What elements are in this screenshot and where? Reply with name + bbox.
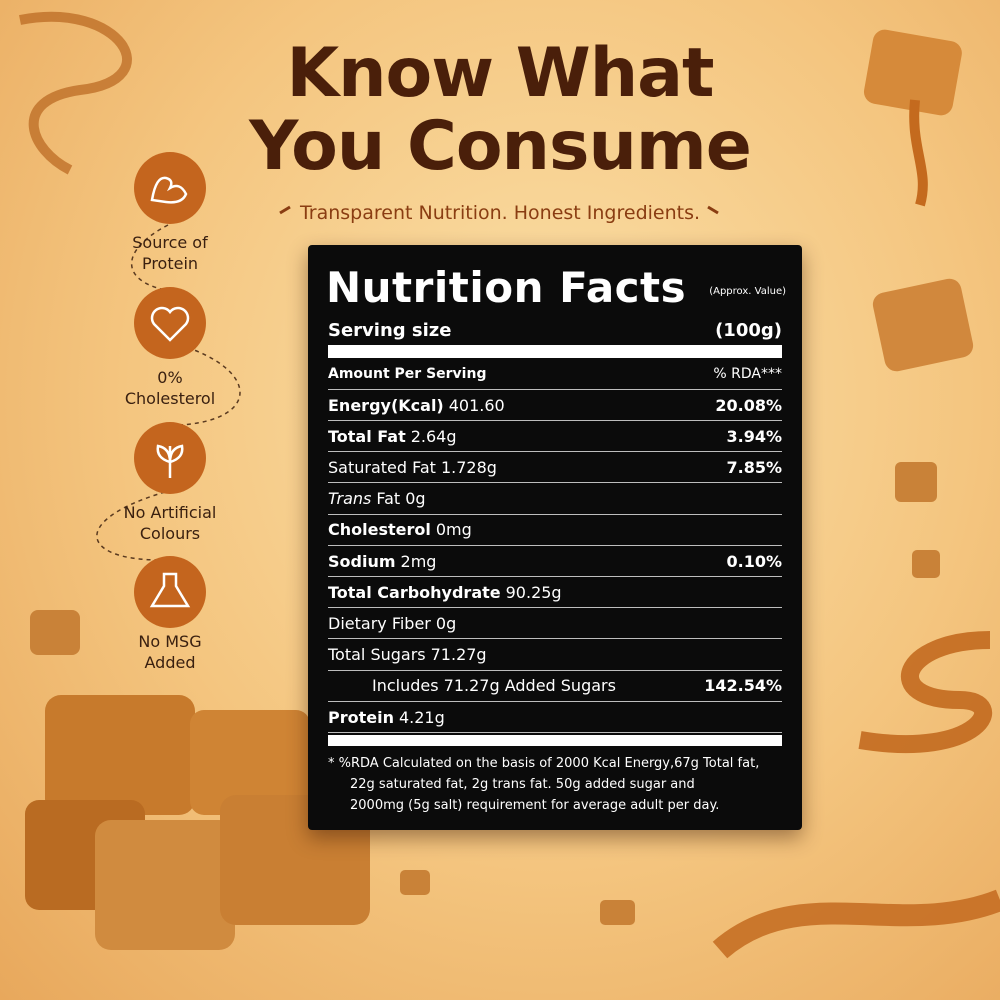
nutrient-name: Cholesterol	[328, 520, 431, 540]
nutrition-panel: Nutrition Facts (Approx. Value) Serving …	[308, 245, 802, 830]
caramel-drip	[909, 99, 928, 207]
caramel-piece	[600, 900, 635, 925]
leaf-icon	[156, 444, 184, 478]
nutrient-amount: 71.27g	[430, 645, 487, 665]
feature-label: Colours	[139, 524, 201, 543]
feature: No MSG Added	[90, 631, 250, 673]
amount-label: Amount Per Serving	[328, 366, 487, 382]
nutrient-row: Sodium 2mg 0.10%	[328, 546, 782, 577]
nutrient-name: Total Fat	[328, 426, 406, 446]
caramel-swirl	[858, 631, 992, 754]
title-line: Know What	[286, 34, 714, 113]
caramel-cube	[190, 710, 310, 815]
nutrient-rda: 7.85%	[726, 457, 782, 477]
nutrient-row: Total Fat 2.64g 3.94%	[328, 421, 782, 453]
caramel-swirl	[19, 11, 132, 175]
nutrient-amount: 0g	[405, 489, 426, 509]
nutrient-row: Cholesterol 0mg	[328, 515, 782, 546]
feature-label: Cholesterol	[124, 389, 216, 408]
nutrient-row: Protein 4.21g	[328, 702, 782, 733]
caramel-piece	[400, 870, 430, 895]
nutrient-name: Total Carbohydrate	[328, 582, 501, 602]
nutrient-rda: 3.94%	[726, 426, 782, 446]
divider	[328, 735, 782, 746]
title-line: You Consume	[249, 107, 752, 186]
nutrient-rda: 20.08%	[715, 395, 782, 415]
nutrient-name: Protein	[328, 707, 394, 727]
caramel-cube	[95, 820, 235, 950]
subtitle: Transparent Nutrition. Honest Ingredient…	[299, 202, 701, 224]
nutrient-amount: 0g	[435, 613, 457, 633]
nutrient-amount: 401.60	[448, 395, 505, 415]
feature-label: 0%	[157, 368, 183, 387]
caramel-piece	[895, 462, 937, 502]
feature-label: No Artificial	[123, 503, 217, 522]
serving-row: Serving size (100g)	[328, 315, 782, 346]
nutrient-rda: 0.10%	[726, 551, 782, 571]
nutrient-row: Energy(Kcal) 401.60 20.08%	[328, 390, 782, 421]
feature: Source of Protein	[90, 232, 250, 274]
caramel-cube	[45, 695, 195, 815]
nutrient-amount: 2mg	[400, 551, 437, 571]
flask-icon	[149, 572, 191, 608]
nutrient-amount: 0mg	[435, 520, 472, 540]
feature-icons	[134, 152, 206, 628]
caramel-piece	[912, 550, 940, 578]
heart-icon	[150, 306, 190, 342]
nutrient-row: Includes 71.27g Added Sugars 142.54%	[328, 671, 782, 702]
rda-label: % RDA***	[713, 366, 782, 382]
nutrient-row: Total Carbohydrate 90.25g	[328, 577, 782, 609]
footnote-line: 22g saturated fat, 2g trans fat. 50g add…	[350, 777, 695, 792]
feature-label: No MSG	[138, 632, 202, 651]
panel-note: (Approx. Value)	[709, 286, 786, 297]
footnote-line: * %RDA Calculated on the basis of 2000 K…	[328, 756, 760, 771]
feature-label: Source of	[132, 233, 208, 252]
nutrient-name: Fat	[376, 489, 401, 509]
amount-header: Amount Per Serving % RDA***	[328, 359, 782, 390]
nutrient-name: Sodium	[328, 551, 396, 571]
nutrient-name: Dietary Fiber	[328, 613, 431, 633]
feature: 0% Cholesterol	[90, 367, 250, 409]
nutrient-name: Energy(Kcal)	[328, 395, 444, 415]
nutrient-amount: 4.21g	[398, 707, 445, 727]
icon-circle	[134, 287, 206, 359]
divider	[328, 345, 782, 358]
caramel-swirl	[712, 889, 1000, 959]
caramel-piece	[30, 610, 80, 655]
nutrient-amount: 90.25g	[505, 582, 562, 602]
nutrient-name-italic: Trans	[328, 489, 372, 509]
feature-label: Added	[144, 653, 196, 672]
icon-circle	[134, 556, 206, 628]
footnote-line: 2000mg (5g salt) requirement for average…	[350, 798, 720, 813]
nutrient-name: Total Sugars	[328, 645, 426, 665]
nutrient-amount: 1.728g	[440, 457, 497, 477]
nutrient-amount: 2.64g	[410, 426, 457, 446]
feature-label: Protein	[141, 254, 199, 273]
nutrient-row: Total Sugars 71.27g	[328, 640, 782, 671]
nutrient-row: Trans Fat 0g	[328, 484, 782, 515]
muscle-icon	[150, 176, 188, 204]
serving-value: (100g)	[715, 320, 782, 341]
leaf-ornament	[279, 205, 719, 215]
panel-title: Nutrition Facts	[326, 263, 687, 312]
nutrient-row: Saturated Fat 1.728g 7.85%	[328, 452, 782, 484]
nutrient-name: Includes 71.27g Added Sugars	[372, 676, 616, 696]
nutrient-row: Dietary Fiber 0g	[328, 608, 782, 640]
caramel-cube	[872, 278, 974, 372]
caramel-cube	[863, 29, 962, 116]
feature: No Artificial Colours	[90, 502, 250, 544]
serving-label: Serving size	[328, 320, 452, 341]
nutrient-rda: 142.54%	[704, 676, 782, 696]
connector	[96, 224, 241, 561]
nutrient-name: Saturated Fat	[328, 457, 436, 477]
